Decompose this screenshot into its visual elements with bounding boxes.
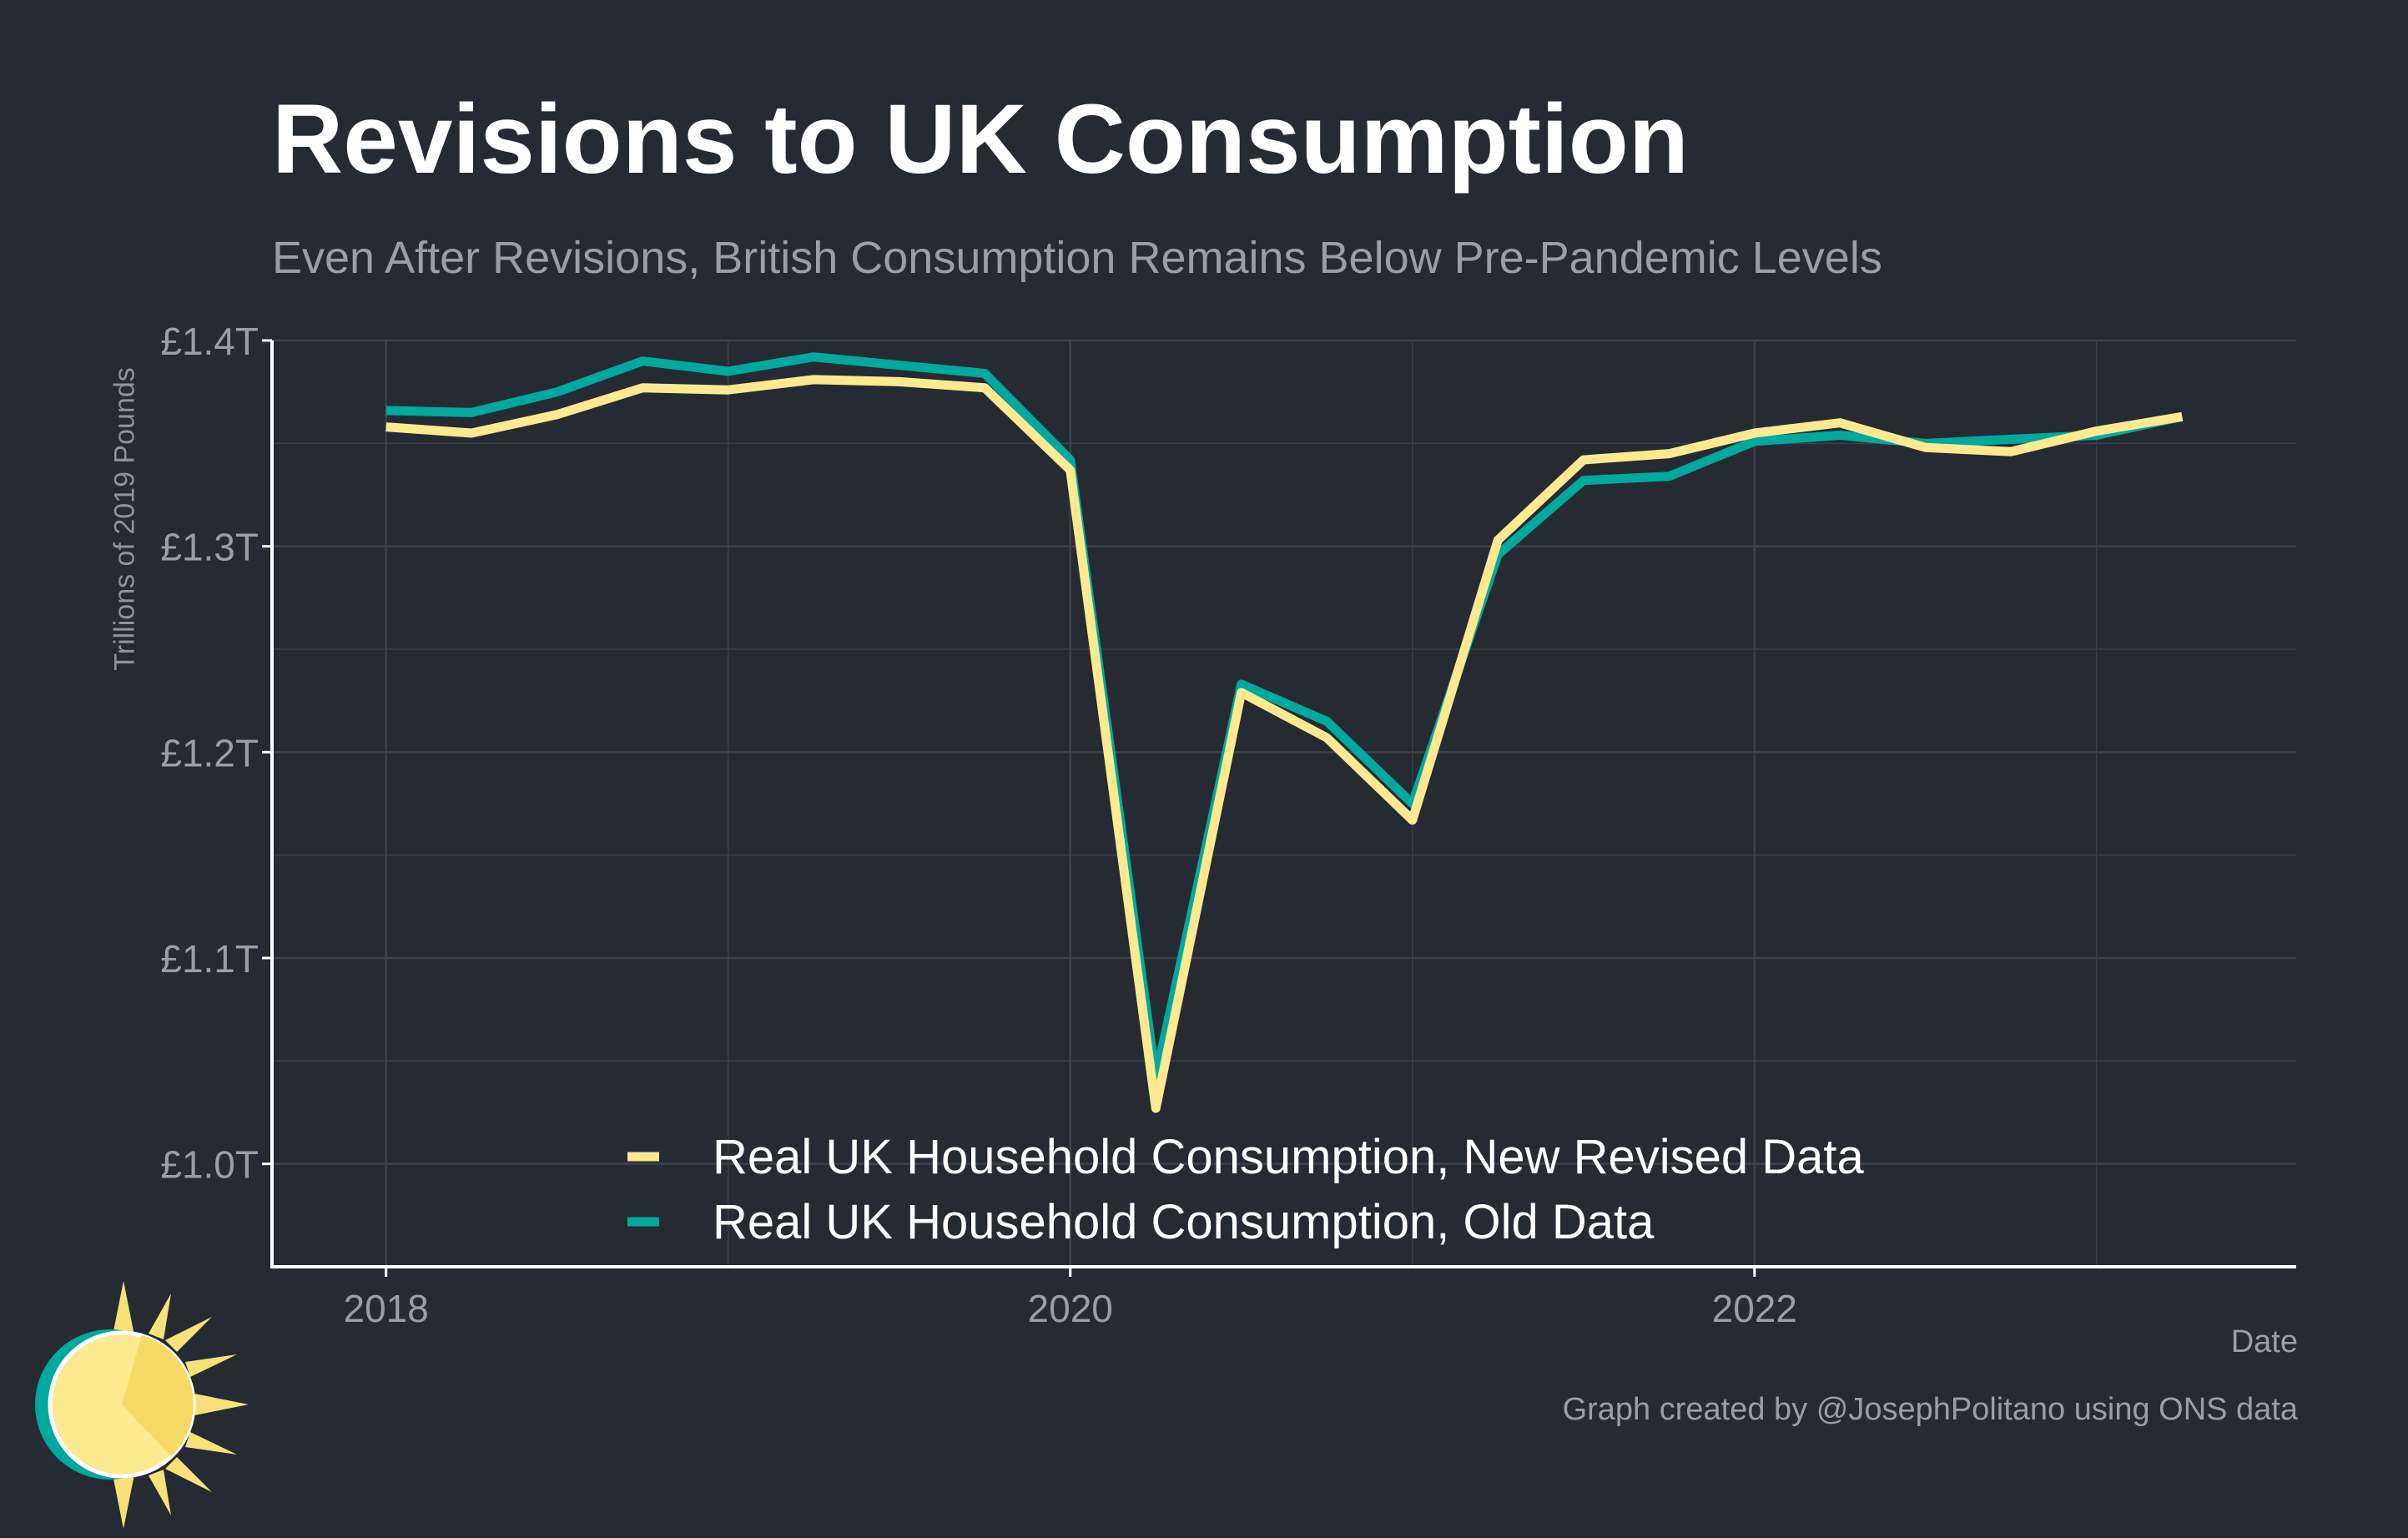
x-axis-label: Date	[2230, 1324, 2298, 1359]
series-lines	[385, 352, 2184, 1113]
grid-lines	[272, 339, 2296, 1268]
source-caption: Graph created by @JosephPolitano using O…	[1562, 1392, 2298, 1427]
series-line-0	[385, 375, 2184, 1113]
y-tick-label: £1.3T	[160, 526, 259, 569]
legend-label: Real UK Household Consumption, Old Data	[713, 1195, 1655, 1249]
legend-label: Real UK Household Consumption, New Revis…	[713, 1130, 1865, 1184]
legend: Real UK Household Consumption, New Revis…	[627, 1130, 1865, 1249]
axes: £1.0T £1.1T £1.2T £1.3T £1.4T 2018 2020 2022	[160, 320, 2296, 1330]
x-tick-label: 2018	[344, 1287, 429, 1330]
y-tick-label: £1.0T	[160, 1143, 259, 1187]
y-tick-label: £1.1T	[160, 937, 259, 981]
y-tick-label: £1.2T	[160, 731, 259, 774]
x-tick-label: 2020	[1028, 1287, 1113, 1330]
sun-logo-icon	[35, 1281, 249, 1529]
x-tick-label: 2022	[1712, 1287, 1797, 1330]
y-tick-label: £1.4T	[160, 320, 259, 363]
chart-title: Revisions to UK Consumption	[272, 84, 1689, 194]
chart-subtitle: Even After Revisions, British Consumptio…	[272, 233, 1882, 283]
